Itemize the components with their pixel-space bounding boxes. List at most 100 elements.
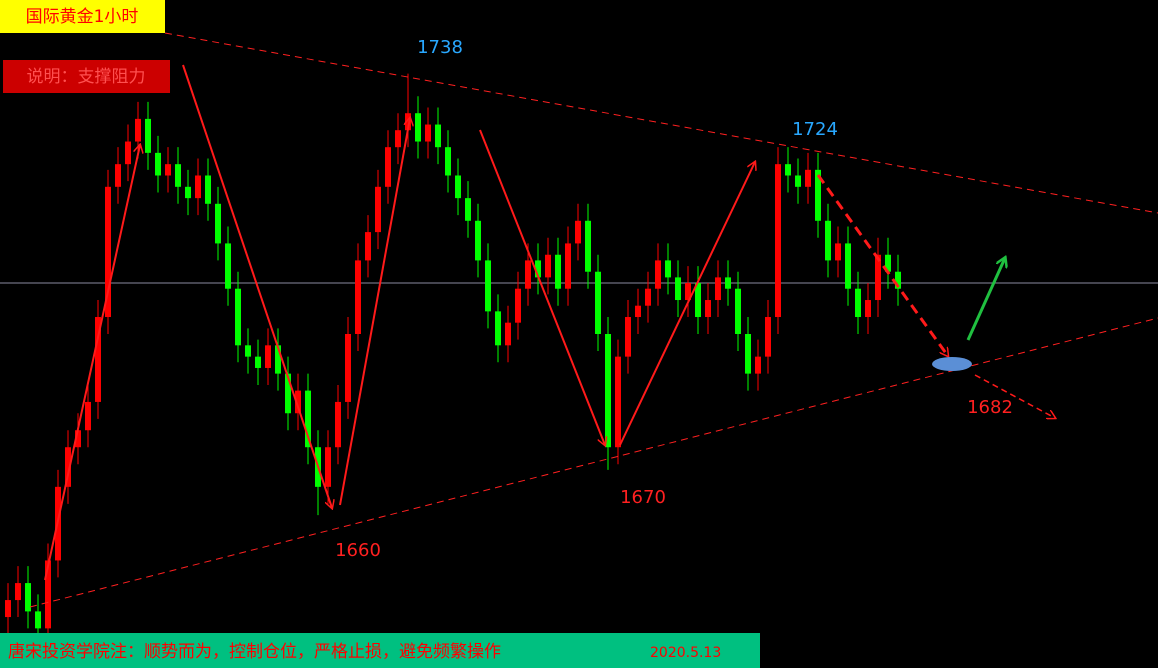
- candle-body: [515, 288, 521, 323]
- candle-body: [725, 277, 731, 289]
- candle-body: [485, 260, 491, 312]
- candle-body: [785, 164, 791, 176]
- candle-body: [885, 254, 891, 272]
- arrow: [816, 174, 948, 356]
- candle-body: [235, 288, 241, 346]
- candle-body: [45, 560, 51, 629]
- candle-body: [295, 390, 301, 414]
- footer-note: 唐宋投资学院注：顺势而为，控制仓位，严格止损，避免频繁操作: [8, 641, 501, 662]
- candle-body: [625, 317, 631, 357]
- footer-box: [0, 633, 760, 668]
- candle-body: [395, 130, 401, 148]
- candle-body: [225, 243, 231, 289]
- support-line: [29, 317, 1158, 608]
- candle-body: [845, 243, 851, 289]
- candle-body: [275, 345, 281, 374]
- candle-body: [25, 583, 31, 612]
- candle-body: [205, 175, 211, 204]
- candle-body: [375, 186, 381, 233]
- candle-body: [35, 611, 41, 629]
- candle-body: [355, 260, 361, 334]
- candle-body: [665, 260, 671, 278]
- candle-body: [575, 220, 581, 244]
- arrow: [974, 374, 1055, 418]
- candle-body: [95, 317, 101, 402]
- candle-body: [65, 447, 71, 487]
- subtitle-box: [3, 60, 170, 93]
- subtitle: 说明：支撑阻力: [27, 67, 146, 87]
- candle-body: [475, 220, 481, 261]
- level-label: 1670: [620, 487, 666, 508]
- candle-body: [285, 373, 291, 414]
- candle-body: [255, 356, 261, 368]
- level-label: 1682: [967, 397, 1013, 418]
- candle-body: [825, 220, 831, 261]
- green-arrow: [966, 258, 1005, 341]
- candle-body: [125, 141, 131, 165]
- candle-body: [135, 118, 141, 142]
- candle-body: [645, 288, 651, 306]
- candle-body: [695, 283, 701, 318]
- arrow: [182, 64, 332, 508]
- candle-body: [455, 175, 461, 199]
- candle-body: [465, 198, 471, 221]
- candle-body: [705, 300, 711, 318]
- candle-body: [815, 169, 821, 221]
- candle-body: [505, 322, 511, 346]
- candles: [5, 73, 901, 646]
- level-label: 1738: [417, 37, 463, 58]
- resistance-line: [164, 32, 1158, 214]
- target-ellipse: [932, 357, 972, 371]
- candle-body: [215, 203, 221, 244]
- candle-body: [655, 260, 661, 289]
- candle-body: [435, 124, 441, 148]
- candle-body: [585, 220, 591, 272]
- candle-body: [385, 147, 391, 187]
- candle-body: [495, 311, 501, 346]
- trend-arrows: [44, 64, 1055, 581]
- candle-body: [115, 164, 121, 187]
- candle-body: [265, 345, 271, 368]
- candle-body: [765, 317, 771, 357]
- candle-body: [195, 175, 201, 199]
- candle-body: [635, 305, 641, 318]
- arrow: [339, 118, 410, 506]
- candle-body: [615, 356, 621, 448]
- candle-body: [335, 401, 341, 448]
- candle-body: [835, 243, 841, 261]
- candle-body: [525, 260, 531, 289]
- candle-body: [445, 147, 451, 176]
- candle-body: [105, 186, 111, 318]
- candle-body: [345, 334, 351, 402]
- candle-body: [545, 254, 551, 278]
- candle-body: [325, 447, 331, 487]
- candle-body: [775, 164, 781, 318]
- candle-body: [175, 164, 181, 187]
- candle-body: [185, 186, 191, 199]
- arrow: [44, 145, 140, 581]
- candle-body: [75, 430, 81, 448]
- candle-body: [535, 260, 541, 278]
- candle-body: [685, 283, 691, 301]
- candle-body: [415, 113, 421, 142]
- candle-body: [865, 300, 871, 318]
- candle-body: [365, 232, 371, 261]
- candle-body: [165, 164, 171, 176]
- candle-body: [155, 152, 161, 176]
- candle-body: [745, 334, 751, 374]
- candle-body: [755, 356, 761, 374]
- candle-body: [675, 277, 681, 301]
- footer-date: 2020.5.13: [650, 645, 721, 661]
- level-label: 1724: [792, 119, 838, 140]
- title-box: [0, 0, 165, 33]
- candle-body: [425, 124, 431, 142]
- candle-body: [605, 334, 611, 448]
- level-label: 1660: [335, 540, 381, 561]
- candle-body: [85, 401, 91, 431]
- candle-body: [875, 254, 881, 301]
- candle-body: [855, 288, 861, 318]
- candle-body: [15, 583, 21, 601]
- arrow: [479, 129, 605, 445]
